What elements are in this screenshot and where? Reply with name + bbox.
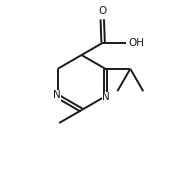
Text: N: N	[53, 90, 61, 100]
Text: O: O	[98, 6, 106, 16]
Text: N: N	[102, 92, 110, 102]
Text: OH: OH	[128, 37, 144, 48]
